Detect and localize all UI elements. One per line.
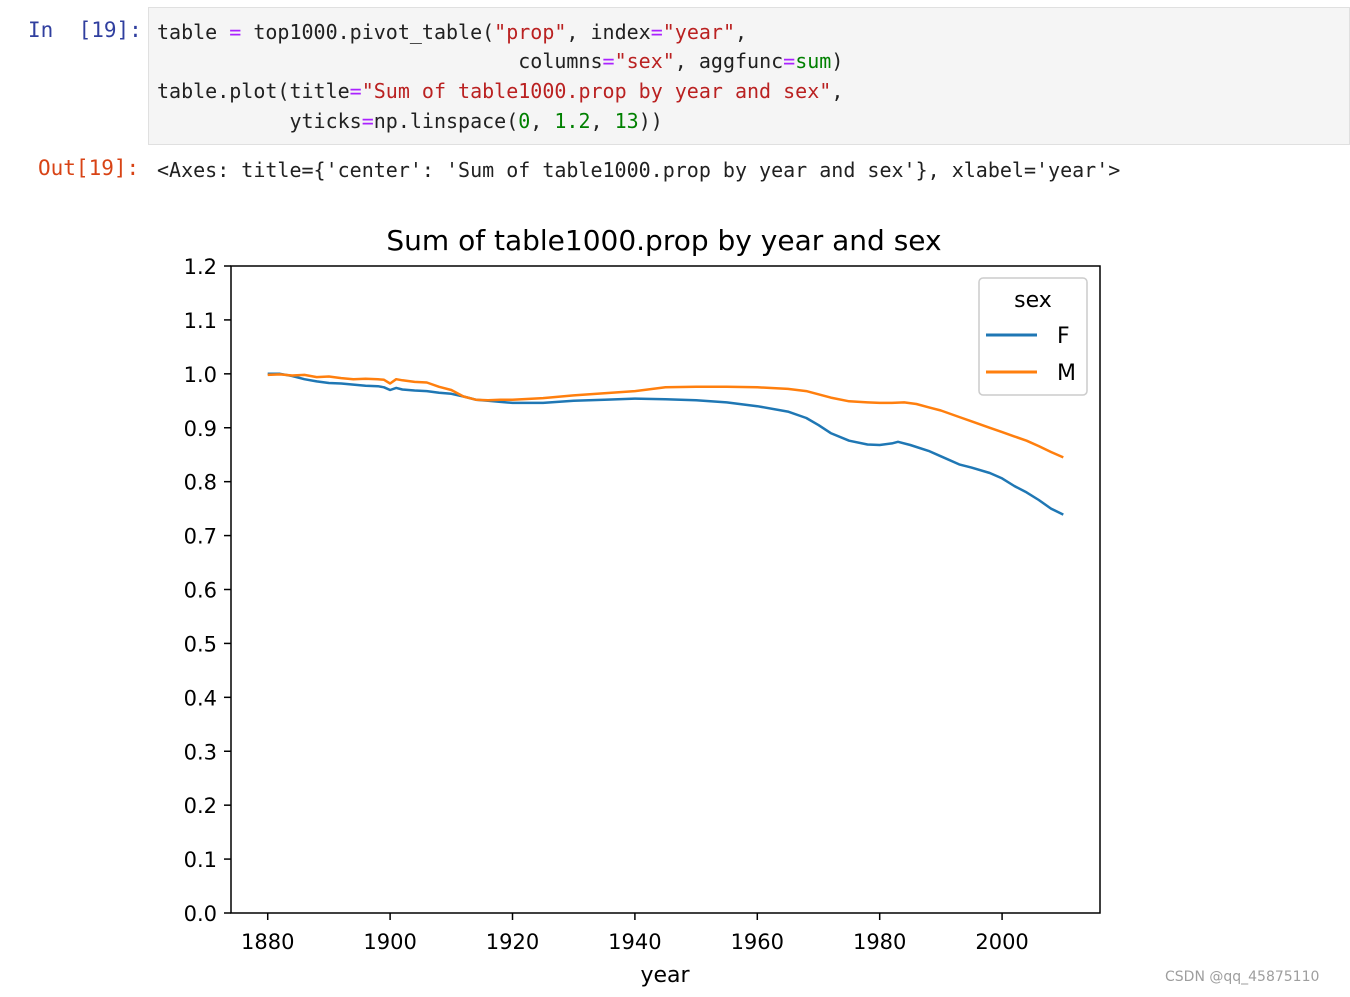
legend: sex F M (978, 277, 1088, 396)
series-line-f (267, 372, 1064, 516)
x-axis-label: year (640, 963, 690, 988)
output-prompt: Out[19]: (38, 156, 140, 180)
watermark: CSDN @qq_45875110 (1165, 969, 1320, 985)
chart-title: Sum of table1000.prop by year and sex (386, 224, 941, 257)
y-tick-label: 0.9 (184, 417, 217, 441)
legend-label-f: F (1057, 324, 1070, 349)
code-line: table.plot(title="Sum of table1000.prop … (157, 79, 844, 103)
y-tick-label: 0.4 (184, 686, 217, 710)
x-tick-label: 1920 (486, 930, 539, 954)
code-line: yticks=np.linspace(0, 1.2, 13)) (157, 109, 663, 133)
input-prompt: In [19]: (28, 18, 142, 42)
x-tick-label: 1940 (608, 930, 661, 954)
legend-label-m: M (1057, 361, 1076, 386)
code-line: columns="sex", aggfunc=sum) (157, 49, 844, 73)
y-tick-label: 0.3 (184, 740, 217, 764)
y-tick-label: 1.0 (184, 363, 217, 387)
series-line-m (267, 373, 1064, 459)
code-line: table = top1000.pivot_table("prop", inde… (157, 20, 748, 44)
y-tick-label: 1.2 (184, 255, 217, 279)
code-cell-input[interactable]: table = top1000.pivot_table("prop", inde… (148, 7, 1350, 145)
y-tick-label: 0.2 (184, 794, 217, 818)
x-tick-label: 1960 (731, 930, 784, 954)
x-tick-label: 1880 (241, 930, 294, 954)
axes-frame (230, 265, 1101, 914)
y-tick-label: 0.0 (184, 902, 217, 926)
x-tick-label: 1980 (853, 930, 906, 954)
legend-title: sex (1014, 288, 1052, 313)
y-tick-label: 0.6 (184, 579, 217, 603)
y-tick-label: 0.1 (184, 848, 217, 872)
y-tick-label: 0.7 (184, 525, 217, 549)
x-tick-label: 2000 (975, 930, 1028, 954)
output-text: <Axes: title={'center': 'Sum of table100… (157, 158, 1121, 182)
y-tick-label: 1.1 (184, 309, 217, 333)
x-tick-label: 1900 (363, 930, 416, 954)
y-tick-label: 0.5 (184, 632, 217, 656)
y-tick-label: 0.8 (184, 471, 217, 495)
